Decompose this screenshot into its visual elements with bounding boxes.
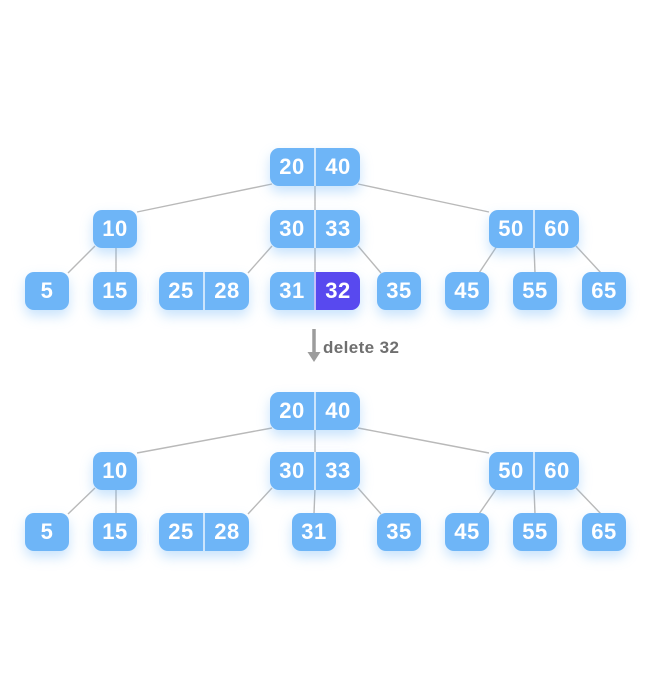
tree-edge xyxy=(67,487,96,515)
tree-edge xyxy=(533,487,536,515)
tree-edge xyxy=(478,487,498,515)
tree-edge xyxy=(357,245,382,274)
tree-edge xyxy=(357,183,490,213)
tree-edge xyxy=(357,487,382,515)
tree-edge xyxy=(575,487,602,515)
tree-edge xyxy=(357,427,490,454)
tree-edge xyxy=(247,487,273,515)
down-arrow-icon xyxy=(307,329,321,362)
delete-action-label: delete 32 xyxy=(323,338,400,357)
tree-edge xyxy=(533,245,536,274)
tree-edge xyxy=(575,245,602,274)
tree-edge xyxy=(313,487,316,515)
tree-edge xyxy=(136,183,273,213)
tree-edge xyxy=(478,245,498,274)
tree-edge xyxy=(247,245,273,274)
delete-action: delete 32 xyxy=(306,329,399,363)
tree-edge xyxy=(136,427,273,454)
tree-edge xyxy=(67,245,96,274)
